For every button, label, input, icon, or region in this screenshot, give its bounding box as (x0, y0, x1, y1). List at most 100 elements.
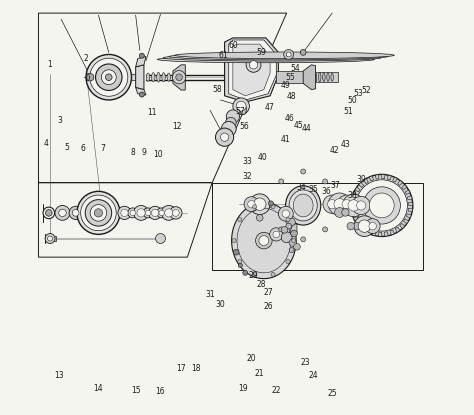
Circle shape (94, 209, 102, 217)
Polygon shape (366, 229, 371, 234)
Circle shape (59, 209, 66, 217)
Text: 42: 42 (329, 146, 339, 155)
Polygon shape (136, 56, 146, 67)
Text: 3: 3 (57, 116, 63, 125)
Circle shape (348, 200, 359, 211)
Circle shape (232, 239, 236, 243)
Circle shape (369, 193, 394, 218)
Bar (90, 74, 136, 80)
Polygon shape (408, 208, 412, 212)
Circle shape (353, 222, 361, 230)
Text: 17: 17 (176, 364, 186, 374)
Circle shape (173, 71, 186, 84)
Bar (53, 237, 56, 241)
Circle shape (246, 57, 261, 72)
Circle shape (90, 205, 107, 221)
Polygon shape (232, 203, 296, 278)
Polygon shape (173, 65, 185, 90)
Circle shape (244, 197, 259, 212)
Circle shape (294, 244, 301, 250)
Text: 4: 4 (44, 139, 48, 148)
Circle shape (289, 239, 297, 247)
Polygon shape (390, 230, 394, 235)
Polygon shape (403, 219, 409, 224)
Polygon shape (395, 227, 400, 232)
Circle shape (351, 174, 413, 237)
Circle shape (69, 206, 82, 220)
Text: 16: 16 (155, 387, 165, 396)
Circle shape (86, 54, 131, 100)
Bar (316, 72, 338, 82)
Ellipse shape (293, 194, 313, 217)
Text: 49: 49 (281, 81, 291, 90)
Circle shape (281, 227, 288, 233)
Polygon shape (369, 176, 374, 181)
Circle shape (286, 259, 290, 264)
Polygon shape (303, 65, 316, 90)
Circle shape (121, 209, 128, 217)
Circle shape (55, 205, 70, 220)
Ellipse shape (163, 54, 381, 61)
Circle shape (281, 232, 292, 243)
Circle shape (279, 179, 284, 184)
Text: 36: 36 (321, 187, 331, 196)
Circle shape (236, 101, 246, 111)
Circle shape (249, 61, 258, 69)
Text: 14: 14 (94, 384, 103, 393)
Circle shape (292, 239, 296, 243)
Polygon shape (382, 174, 385, 179)
Text: 58: 58 (212, 85, 222, 94)
Text: 34: 34 (296, 183, 306, 192)
Polygon shape (405, 190, 410, 195)
Circle shape (243, 270, 248, 275)
Text: 30: 30 (216, 300, 225, 309)
Circle shape (301, 169, 306, 174)
Text: 21: 21 (255, 369, 264, 378)
Circle shape (221, 122, 236, 137)
Polygon shape (407, 196, 412, 200)
Text: 5: 5 (64, 143, 69, 152)
Circle shape (253, 205, 257, 209)
Text: 60: 60 (229, 41, 238, 50)
Text: 31: 31 (205, 290, 215, 299)
Ellipse shape (323, 73, 325, 82)
Polygon shape (364, 178, 368, 184)
Circle shape (286, 223, 292, 229)
Circle shape (342, 209, 349, 216)
Ellipse shape (152, 73, 155, 82)
Text: 23: 23 (301, 358, 310, 367)
Polygon shape (361, 225, 366, 230)
Polygon shape (409, 202, 413, 205)
Circle shape (268, 201, 273, 206)
Circle shape (254, 198, 266, 210)
Text: 55: 55 (285, 73, 295, 82)
Circle shape (139, 92, 145, 97)
Circle shape (152, 209, 159, 217)
Text: 56: 56 (239, 122, 249, 131)
Ellipse shape (286, 186, 321, 225)
Text: 8: 8 (130, 148, 135, 157)
Circle shape (369, 222, 376, 230)
Circle shape (220, 133, 229, 142)
Circle shape (347, 222, 355, 230)
Circle shape (342, 194, 365, 217)
Text: 28: 28 (256, 280, 266, 288)
Polygon shape (136, 88, 146, 95)
Circle shape (358, 220, 371, 232)
Text: 19: 19 (238, 384, 248, 393)
Circle shape (45, 234, 55, 244)
Circle shape (273, 231, 280, 238)
Circle shape (128, 208, 138, 218)
Polygon shape (233, 44, 270, 96)
Text: 45: 45 (293, 121, 303, 130)
Polygon shape (352, 193, 357, 197)
Circle shape (216, 128, 234, 146)
Polygon shape (375, 175, 379, 179)
Circle shape (270, 203, 274, 208)
Circle shape (259, 236, 269, 246)
Circle shape (323, 227, 328, 232)
Circle shape (86, 73, 94, 81)
Text: 25: 25 (328, 389, 337, 398)
Text: 7: 7 (100, 144, 105, 153)
Circle shape (286, 52, 291, 57)
